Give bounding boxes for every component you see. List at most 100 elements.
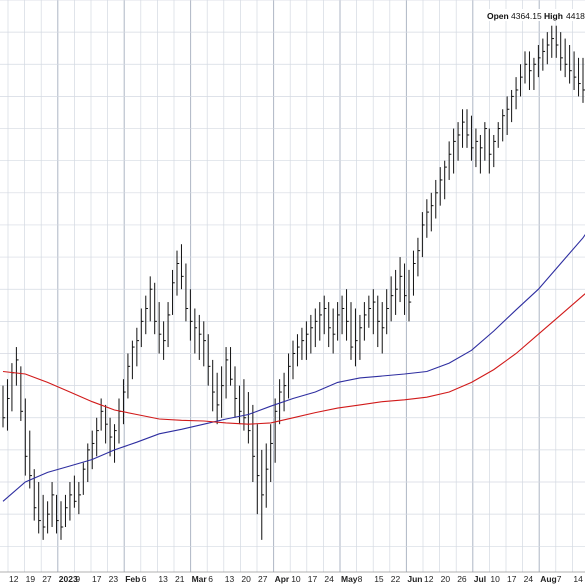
x-tick-label: 13	[158, 574, 168, 584]
price-bar	[288, 353, 291, 399]
price-bar	[439, 167, 443, 206]
x-tick-label: 19	[26, 574, 36, 584]
x-tick-label: Aug	[540, 574, 557, 584]
price-bar	[537, 44, 541, 78]
x-tick-label: 12	[424, 574, 434, 584]
price-bar	[506, 96, 510, 135]
price-bar	[363, 302, 367, 341]
price-bar	[564, 38, 568, 78]
open-label: Open	[487, 11, 509, 21]
price-bar	[6, 379, 10, 431]
price-bar	[127, 353, 131, 399]
price-bar	[546, 32, 550, 65]
price-bar	[256, 424, 260, 515]
x-tick-label: 24	[524, 574, 534, 584]
x-tick-label: 15	[374, 574, 384, 584]
price-bar	[265, 443, 269, 508]
price-bar	[354, 308, 358, 367]
price-bar	[502, 109, 505, 142]
price-bar	[252, 404, 256, 483]
price-bar	[314, 308, 318, 348]
high-value: 4418.6	[566, 11, 585, 21]
x-tick-label: 17	[308, 574, 318, 584]
price-bar	[328, 302, 331, 348]
price-bar	[569, 44, 572, 84]
price-bar	[453, 128, 456, 174]
price-bar	[261, 449, 264, 540]
price-bar	[479, 134, 483, 174]
price-bar	[488, 128, 492, 174]
header-background	[482, 9, 585, 21]
price-bar	[301, 327, 305, 360]
price-bar	[524, 51, 528, 84]
price-bar	[221, 366, 224, 418]
horizontal-gridlines	[0, 0, 585, 547]
price-bar	[176, 250, 180, 296]
price-bar	[555, 25, 559, 58]
price-bar	[158, 302, 162, 354]
price-bar	[377, 295, 380, 348]
price-bar	[274, 398, 278, 463]
price-bar	[140, 308, 144, 348]
price-bar	[47, 501, 50, 534]
price-bar	[15, 347, 19, 386]
price-bar	[395, 269, 398, 315]
price-bar	[323, 295, 327, 335]
price-bar	[283, 372, 287, 412]
x-tick-label: 21	[175, 574, 185, 584]
price-bar	[337, 302, 340, 341]
price-bars	[2, 25, 585, 540]
x-tick-label: Feb	[125, 574, 140, 584]
price-bar	[64, 494, 68, 528]
price-bar	[520, 64, 523, 97]
price-bar	[82, 462, 86, 495]
ohlc-header: Open 4364.15 High 4418.6	[482, 9, 585, 21]
price-bar	[105, 404, 108, 444]
price-bar	[573, 51, 577, 90]
price-bar	[457, 122, 461, 161]
price-bar	[359, 314, 363, 360]
x-tick-label: 10	[490, 574, 500, 584]
price-bar	[203, 321, 206, 367]
price-bar	[20, 366, 24, 421]
price-bar	[533, 57, 537, 90]
x-tick-label: 27	[42, 574, 52, 584]
price-bar	[122, 379, 126, 425]
price-bar	[243, 379, 247, 431]
ma-long-line	[2, 293, 585, 425]
price-bar	[185, 263, 189, 322]
price-bar	[515, 77, 519, 110]
price-bar	[350, 302, 354, 360]
price-bar	[216, 372, 220, 425]
price-bar	[114, 424, 117, 463]
price-bar	[270, 424, 273, 483]
x-tick-label: Jul	[474, 574, 486, 584]
price-bar	[29, 430, 32, 489]
x-tick-label: 9	[75, 574, 80, 584]
price-bar	[484, 122, 488, 161]
price-bar	[51, 482, 55, 528]
price-bar	[247, 392, 251, 444]
x-tick-label: 22	[391, 574, 401, 584]
price-bar	[100, 398, 104, 431]
price-bar	[310, 314, 314, 354]
price-bar	[163, 321, 166, 360]
price-bar	[341, 295, 345, 335]
price-bar	[109, 417, 113, 457]
price-bar	[551, 25, 554, 58]
x-tick-label: 17	[507, 574, 517, 584]
open-value: 4364.15	[511, 11, 542, 21]
x-tick-label: 27	[258, 574, 268, 584]
ma-short-line	[2, 233, 585, 502]
price-bar	[91, 430, 95, 470]
x-tick-label: 26	[457, 574, 467, 584]
x-tick-label: 10	[291, 574, 301, 584]
price-bar	[167, 302, 171, 348]
price-bar	[136, 327, 140, 367]
vertical-gridlines	[7, 0, 573, 572]
price-bar	[145, 295, 148, 335]
price-bar	[462, 109, 465, 148]
price-bar	[234, 366, 238, 418]
price-bar	[212, 359, 215, 412]
